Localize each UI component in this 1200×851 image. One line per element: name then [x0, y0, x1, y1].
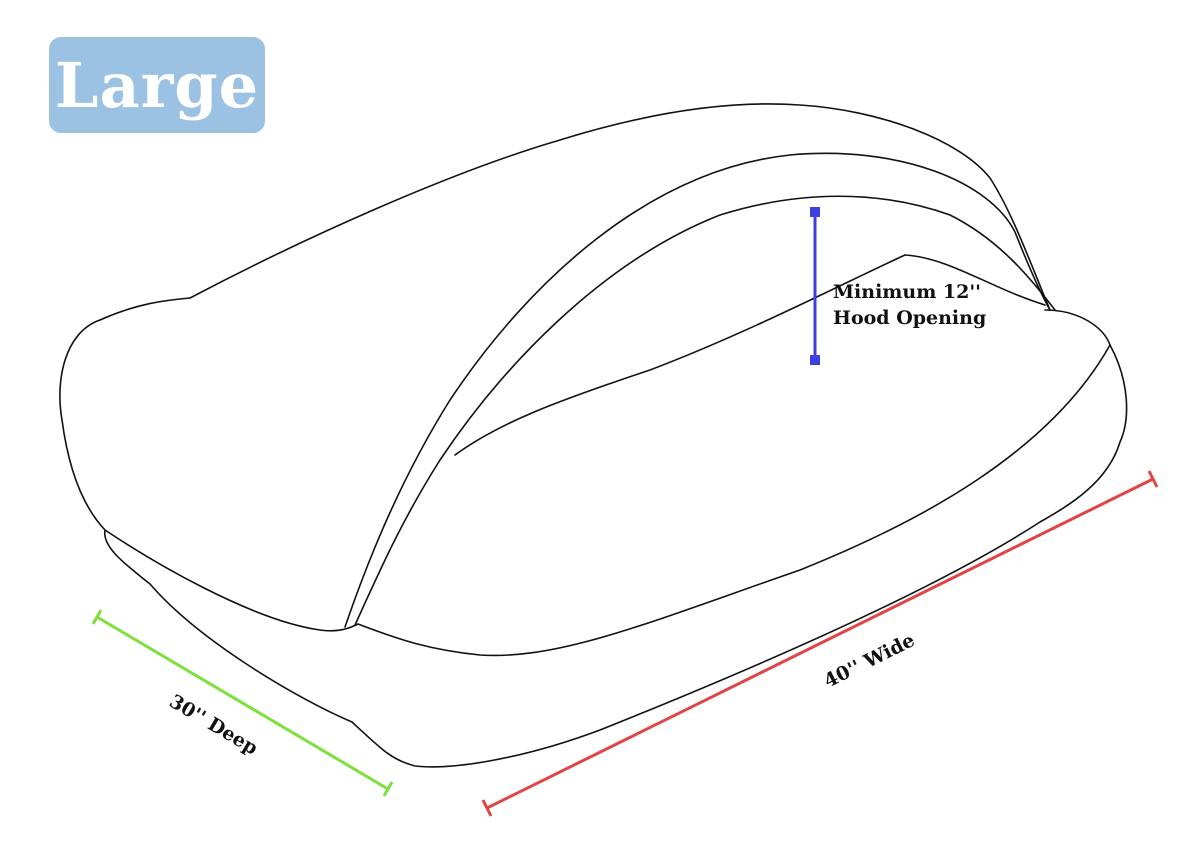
- size-badge: Large: [49, 37, 265, 133]
- cushion-right-side: [104, 309, 1128, 768]
- bed-left-side: [59, 319, 106, 531]
- width-dimension-line: [486, 477, 1154, 810]
- hood-outer-arch: [344, 152, 1051, 628]
- depth-dimension: 30'' Deep: [91, 609, 394, 797]
- hood-label-line2: Hood Opening: [833, 307, 986, 329]
- width-label: 40'' Wide: [820, 629, 918, 692]
- width-dimension-cap-right: [1147, 470, 1159, 488]
- hood-opening-edge: [454, 254, 1046, 456]
- cushion-front-edge: [104, 344, 1111, 657]
- hood-dimension: Minimum 12'' Hood Opening: [810, 207, 986, 365]
- bed-top-edge: [99, 103, 1051, 321]
- depth-dimension-line: [96, 615, 389, 791]
- hood-label-line1: Minimum 12'': [833, 281, 981, 303]
- depth-label: 30'' Deep: [165, 690, 261, 759]
- depth-dimension-cap-right: [382, 781, 394, 797]
- depth-dimension-cap-left: [91, 609, 103, 625]
- hood-dimension-cap-top: [810, 207, 820, 217]
- bed-outline: [59, 103, 1128, 768]
- hood-inner-arch: [354, 195, 1056, 626]
- size-badge-label: Large: [54, 48, 260, 122]
- width-dimension-cap-left: [481, 799, 493, 817]
- hood-dimension-cap-bottom: [810, 355, 820, 365]
- width-dimension: 40'' Wide: [481, 470, 1159, 817]
